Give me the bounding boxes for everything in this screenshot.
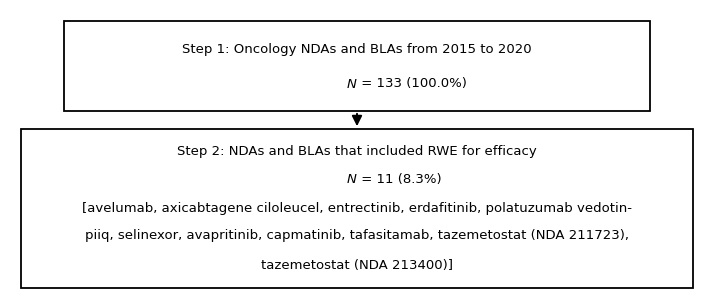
Text: = 11 (8.3%): = 11 (8.3%)	[357, 173, 442, 186]
Text: N: N	[347, 77, 357, 91]
Text: Step 1: Oncology NDAs and BLAs from 2015 to 2020: Step 1: Oncology NDAs and BLAs from 2015…	[182, 43, 532, 56]
Text: tazemetostat (NDA 213400)]: tazemetostat (NDA 213400)]	[261, 259, 453, 272]
Text: Step 2: NDAs and BLAs that included RWE for efficacy: Step 2: NDAs and BLAs that included RWE …	[177, 145, 537, 158]
Text: [avelumab, axicabtagene ciloleucel, entrectinib, erdafitinib, polatuzumab vedoti: [avelumab, axicabtagene ciloleucel, entr…	[82, 202, 632, 215]
Bar	[21, 129, 693, 288]
Text: = 133 (100.0%): = 133 (100.0%)	[357, 77, 467, 91]
Text: piiq, selinexor, avapritinib, capmatinib, tafasitamab, tazemetostat (NDA 211723): piiq, selinexor, avapritinib, capmatinib…	[85, 229, 629, 242]
Bar	[64, 21, 650, 111]
Text: N: N	[347, 173, 357, 186]
